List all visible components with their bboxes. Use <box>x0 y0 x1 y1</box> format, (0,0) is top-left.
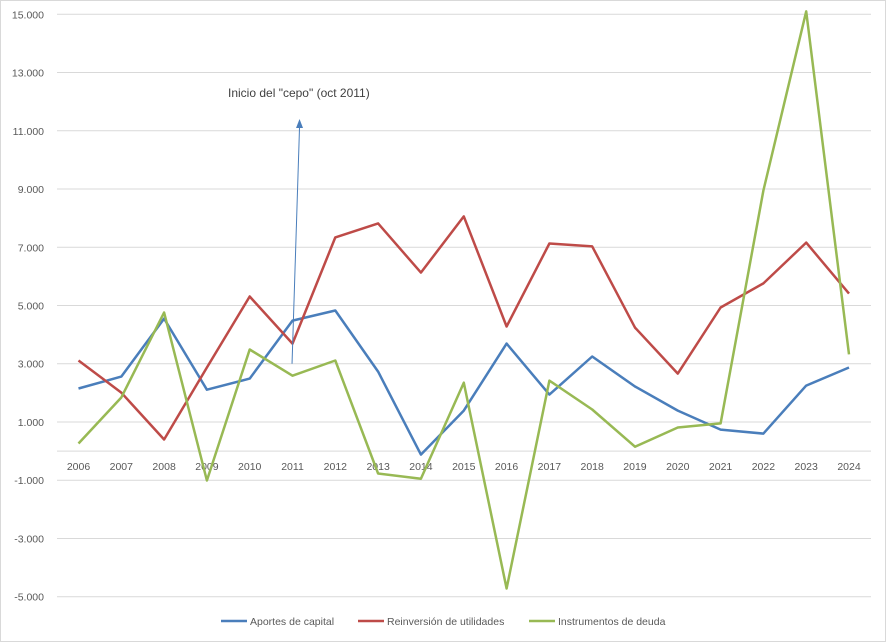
y-tick-label: 3.000 <box>18 359 44 371</box>
legend-label: Instrumentos de deuda <box>558 616 666 628</box>
y-tick-label: 7.000 <box>18 242 44 254</box>
arrowhead-icon <box>296 119 304 129</box>
x-tick-label: 2023 <box>795 461 819 473</box>
x-tick-label: 2012 <box>324 461 348 473</box>
y-tick-label: -3.000 <box>14 533 44 545</box>
x-tick-label: 2008 <box>152 461 176 473</box>
x-tick-label: 2022 <box>752 461 776 473</box>
series-line <box>77 215 850 441</box>
legend-label: Aportes de capital <box>250 616 334 628</box>
y-tick-label: 5.000 <box>18 301 44 313</box>
legend: Aportes de capital Reinversión de utilida… <box>221 616 666 628</box>
annotation-arrow <box>291 127 301 364</box>
x-tick-label: 2007 <box>110 461 134 473</box>
y-tick-label: 9.000 <box>18 184 44 196</box>
annotation: Inicio del "cepo" (oct 2011) <box>228 86 370 364</box>
x-tick-label: 2018 <box>580 461 604 473</box>
x-axis-ticks: 2006 2007 2008 2009 2010 2011 2012 2013 2014 2015… <box>67 461 861 473</box>
x-tick-label: 2010 <box>238 461 262 473</box>
y-axis-ticks: 15.000 13.000 11.000 9.000 7.000 5.000 3.000 1.… <box>12 9 44 603</box>
x-tick-label: 2011 <box>281 461 304 473</box>
x-tick-label: 2006 <box>67 461 91 473</box>
y-tick-label: -1.000 <box>14 475 44 487</box>
gridlines <box>57 13 871 598</box>
x-tick-label: 2024 <box>837 461 861 473</box>
y-tick-label: 15.000 <box>12 9 44 21</box>
y-tick-label: 13.000 <box>12 68 44 80</box>
series-line <box>78 309 850 456</box>
x-tick-label: 2020 <box>666 461 690 473</box>
legend-label: Reinversión de utilidades <box>387 616 504 628</box>
x-tick-label: 2013 <box>366 461 390 473</box>
x-tick-label: 2016 <box>495 461 519 473</box>
annotation-text: Inicio del "cepo" (oct 2011) <box>228 86 370 100</box>
x-tick-label: 2019 <box>623 461 647 473</box>
y-tick-label: 1.000 <box>18 417 44 429</box>
y-tick-label: 11.000 <box>13 126 44 138</box>
series-lines <box>77 10 851 590</box>
x-tick-label: 2015 <box>452 461 476 473</box>
x-tick-label: 2009 <box>195 461 219 473</box>
x-tick-label: 2021 <box>709 461 733 473</box>
series-line <box>77 10 851 590</box>
y-tick-label: -5.000 <box>14 592 44 604</box>
x-tick-label: 2017 <box>538 461 562 473</box>
